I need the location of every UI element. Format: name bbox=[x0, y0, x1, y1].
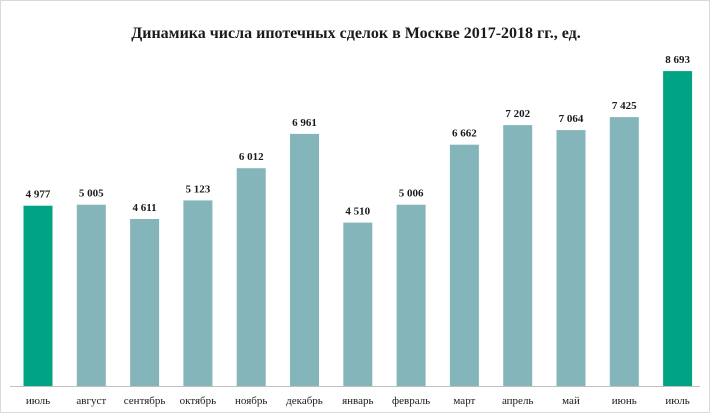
category-label-12: июнь bbox=[612, 395, 637, 407]
category-label-4: октябрь bbox=[180, 395, 217, 407]
bar-7 bbox=[343, 222, 373, 386]
bar-13 bbox=[663, 71, 693, 386]
category-label-10: апрель bbox=[502, 395, 534, 407]
category-label-8: февраль bbox=[392, 395, 430, 407]
bar-4 bbox=[183, 200, 213, 386]
data-label-9: 6 662 bbox=[452, 128, 477, 140]
data-label-13: 8 693 bbox=[665, 54, 690, 66]
bar-11 bbox=[556, 130, 586, 386]
category-label-2: август bbox=[76, 395, 106, 407]
data-label-1: 4 977 bbox=[26, 189, 51, 201]
bar-3 bbox=[130, 219, 160, 386]
data-label-4: 5 123 bbox=[186, 183, 211, 195]
bar-10 bbox=[503, 125, 533, 386]
category-label-7: январь bbox=[342, 395, 373, 407]
category-label-6: декабрь bbox=[286, 395, 323, 407]
bar-6 bbox=[290, 133, 319, 386]
bar-5 bbox=[236, 168, 266, 386]
category-label-5: ноябрь bbox=[235, 395, 267, 407]
data-label-5: 6 012 bbox=[239, 151, 264, 163]
bar-8 bbox=[396, 204, 426, 386]
data-label-6: 6 961 bbox=[292, 117, 317, 129]
bar-12 bbox=[609, 117, 639, 386]
data-label-11: 7 064 bbox=[559, 113, 584, 125]
data-label-7: 4 510 bbox=[345, 206, 370, 218]
data-label-8: 5 006 bbox=[399, 188, 424, 200]
bar-9 bbox=[449, 144, 479, 386]
chart-title: Динамика числа ипотечных сделок в Москве… bbox=[131, 25, 581, 42]
category-label-11: май bbox=[562, 395, 580, 407]
data-label-10: 7 202 bbox=[505, 108, 530, 120]
category-label-13: июль bbox=[665, 395, 689, 407]
data-label-3: 4 611 bbox=[133, 202, 157, 214]
bar-1 bbox=[23, 205, 53, 386]
category-label-3: сентябрь bbox=[124, 395, 166, 407]
data-label-12: 7 425 bbox=[612, 100, 637, 112]
data-label-2: 5 005 bbox=[79, 188, 104, 200]
category-label-1: июль bbox=[26, 395, 50, 407]
category-label-9: март bbox=[453, 395, 475, 407]
bar-2 bbox=[76, 204, 106, 386]
